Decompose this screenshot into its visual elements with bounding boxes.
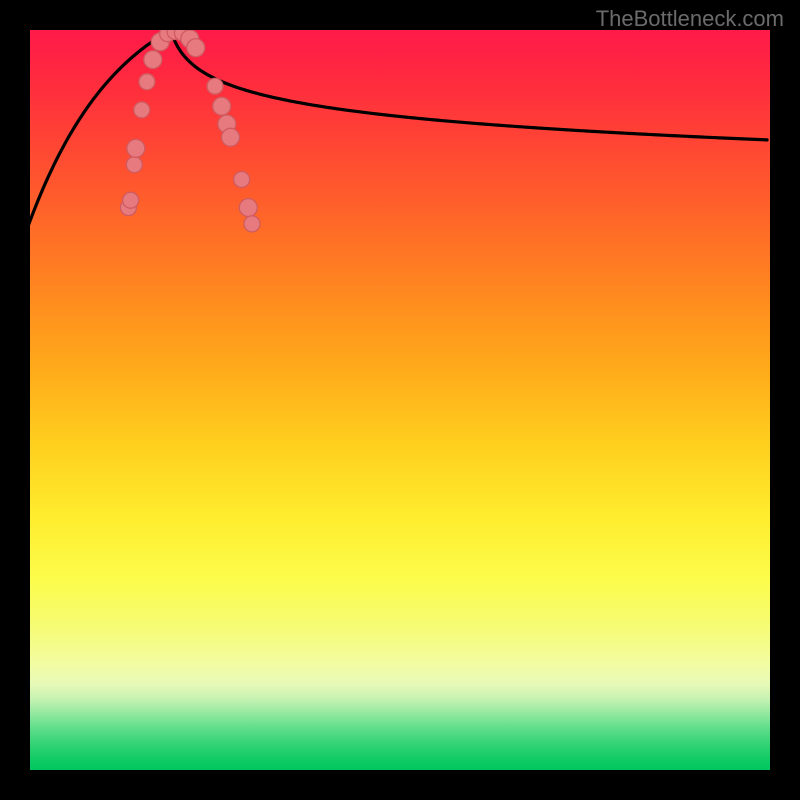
marker-point: [213, 97, 231, 115]
marker-point: [123, 192, 139, 208]
marker-point: [187, 39, 205, 57]
marker-point: [207, 78, 223, 94]
marker-point: [134, 102, 150, 118]
marker-point: [144, 51, 162, 69]
marker-point: [127, 139, 145, 157]
marker-point: [222, 128, 240, 146]
marker-point: [126, 157, 142, 173]
bottleneck-chart: [0, 0, 800, 800]
marker-point: [239, 199, 257, 217]
watermark-text: TheBottleneck.com: [596, 6, 784, 32]
marker-point: [234, 171, 250, 187]
marker-point: [244, 216, 260, 232]
marker-point: [139, 74, 155, 90]
chart-frame: TheBottleneck.com: [0, 0, 800, 800]
